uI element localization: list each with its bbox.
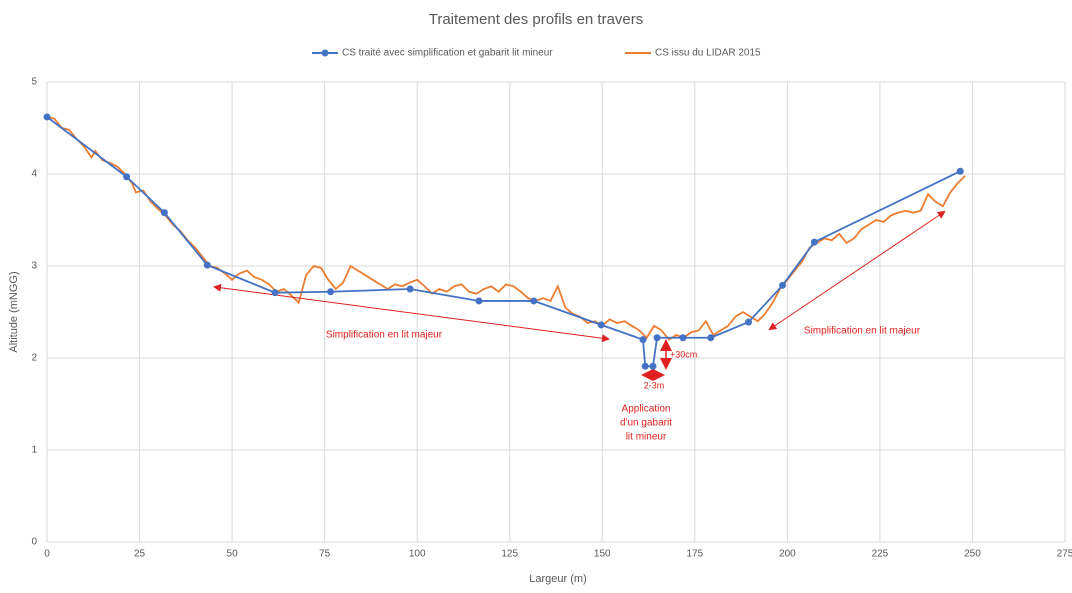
point — [956, 167, 964, 175]
x-tick-label: 275 — [1057, 549, 1072, 560]
point — [271, 289, 279, 297]
annotation: Simplification en lit majeur — [326, 330, 443, 341]
x-tick-label: 25 — [134, 549, 146, 560]
point — [203, 261, 211, 269]
y-axis-label: Altitude (mNGG) — [8, 271, 20, 352]
y-tick-label: 0 — [31, 537, 37, 548]
annotation: d'un gabarit — [620, 418, 672, 429]
annotation: lit mineur — [626, 432, 667, 443]
legend-marker — [321, 49, 329, 57]
point — [406, 285, 414, 293]
x-tick-label: 50 — [227, 549, 239, 560]
arrow — [213, 283, 610, 343]
x-tick-label: 0 — [44, 549, 50, 560]
point — [679, 334, 687, 342]
point — [653, 334, 661, 342]
point — [123, 173, 131, 181]
x-axis-label: Largeur (m) — [529, 573, 586, 585]
annotation: +30cm — [670, 349, 697, 359]
x-tick-label: 75 — [319, 549, 331, 560]
series-line — [46, 116, 961, 368]
point — [639, 336, 647, 344]
point — [641, 362, 649, 370]
point — [597, 321, 605, 329]
point — [530, 297, 538, 305]
point — [649, 362, 657, 370]
x-tick-label: 125 — [501, 549, 518, 560]
x-tick-label: 225 — [872, 549, 889, 560]
annotation: 2-3m — [644, 380, 665, 390]
y-tick-label: 2 — [31, 353, 37, 364]
point — [160, 209, 168, 217]
chart-title: Traitement des profils en travers — [429, 11, 644, 28]
annotation-arrows — [213, 210, 946, 381]
arrow — [768, 210, 946, 331]
x-tick-label: 150 — [594, 549, 611, 560]
point — [810, 238, 818, 246]
annotation: Simplification en lit majeur — [804, 326, 921, 337]
y-tick-label: 4 — [31, 169, 37, 180]
annotation: Application — [622, 404, 671, 415]
y-tick-label: 5 — [31, 77, 37, 88]
x-tick-label: 175 — [686, 549, 703, 560]
y-tick-label: 3 — [31, 261, 37, 272]
legend-label: CS issu du LIDAR 2015 — [655, 48, 761, 59]
legend: CS traité avec simplification et gabarit… — [312, 48, 761, 59]
x-tick-label: 250 — [964, 549, 981, 560]
series-line — [46, 116, 966, 341]
point — [43, 113, 51, 121]
point — [744, 318, 752, 326]
point — [779, 281, 787, 289]
x-tick-label: 100 — [409, 549, 426, 560]
legend-label: CS traité avec simplification et gabarit… — [342, 48, 553, 59]
point — [707, 334, 715, 342]
point — [475, 297, 483, 305]
y-tick-label: 1 — [31, 445, 37, 456]
point — [327, 288, 335, 296]
x-tick-label: 200 — [779, 549, 796, 560]
